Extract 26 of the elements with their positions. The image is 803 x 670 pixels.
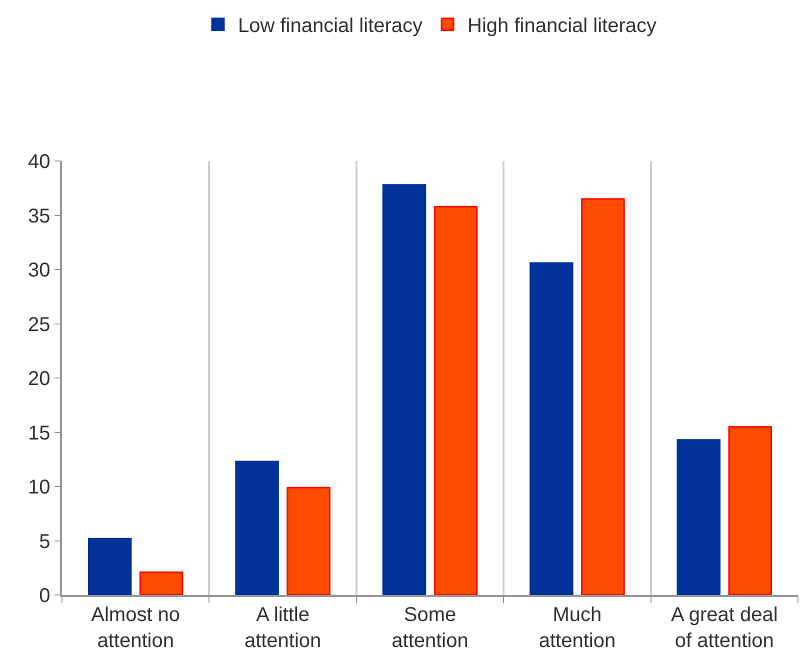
bar (382, 184, 426, 595)
bar (728, 426, 772, 595)
y-tick-label: 10 (28, 476, 50, 498)
legend-label: Low financial literacy (238, 15, 423, 38)
y-tick-label: 15 (28, 422, 50, 444)
bar (235, 460, 279, 595)
legend-label: High financial literacy (468, 15, 657, 38)
x-tick-label: Much attention (538, 604, 616, 652)
bar (676, 439, 721, 595)
bar (139, 571, 184, 595)
x-tick-label: Almost no attention (91, 604, 180, 652)
y-tick-label: 40 (28, 151, 50, 173)
bar (530, 262, 574, 595)
x-tick-label: A little attention (244, 604, 322, 652)
bar (434, 206, 478, 595)
bar (88, 538, 132, 595)
bar (286, 486, 330, 595)
y-tick-label: 25 (28, 314, 50, 336)
y-tick-label: 35 (28, 205, 50, 228)
x-tick-label: Some attention (392, 604, 468, 652)
bar (581, 198, 625, 595)
y-tick-label: 20 (28, 368, 50, 390)
y-tick-label: 5 (39, 530, 50, 553)
x-tick-label: A great deal of attention (671, 604, 778, 652)
y-tick-label: 30 (28, 260, 50, 282)
y-tick-label: 0 (39, 585, 50, 607)
